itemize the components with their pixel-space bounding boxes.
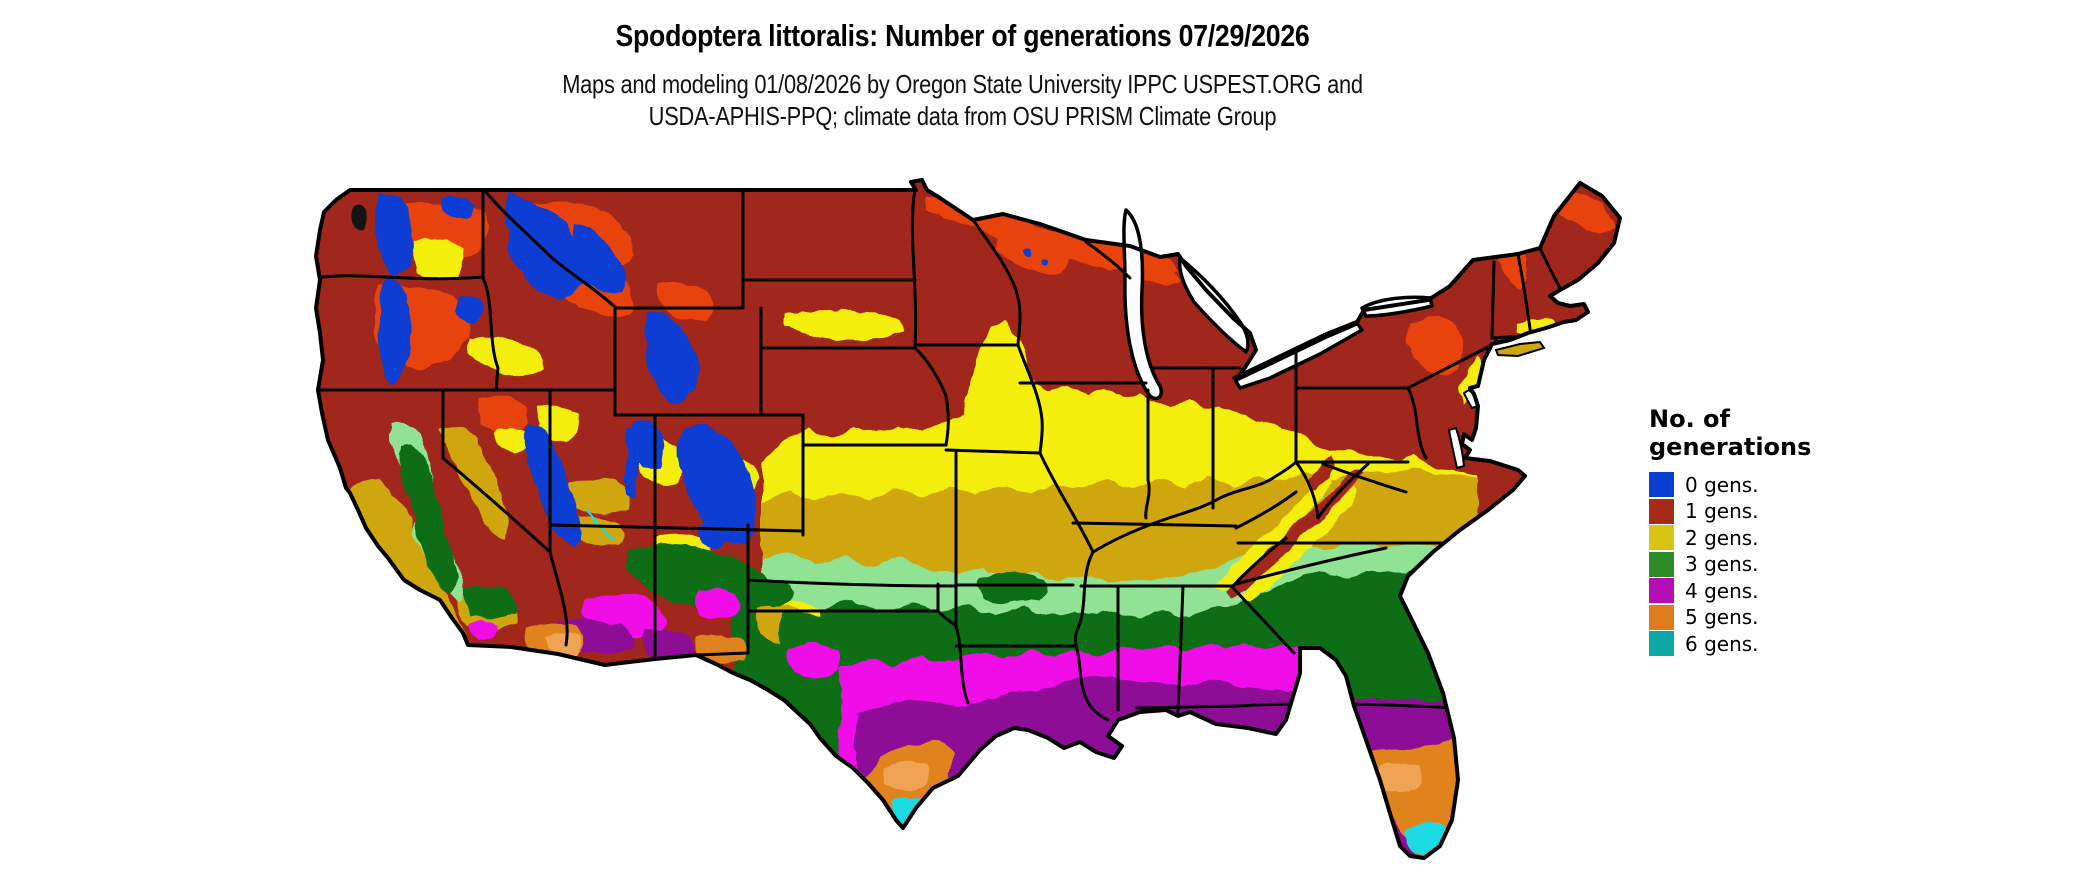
legend-item-4-gens: 4 gens. (1649, 578, 1869, 603)
legend-swatch-1-gens-icon (1649, 498, 1674, 524)
lake-michigan (1122, 208, 1163, 401)
legend-item-2-gens: 2 gens. (1649, 525, 1869, 550)
legend-item-6-gens: 6 gens. (1649, 631, 1869, 656)
legend-item-1-gens: 1 gens. (1649, 498, 1869, 524)
legend-swatch-4-gens-icon (1649, 578, 1674, 603)
legend-item-5-gens: 5 gens. (1649, 604, 1869, 630)
legend-swatch-6-gens-icon (1649, 631, 1674, 656)
legend: No. of generations 0 gens. 1 gens. 2 gen… (1649, 405, 1869, 658)
subtitle-line-1: Maps and modeling 01/08/2026 by Oregon S… (562, 69, 1363, 99)
legend-label: 3 gens. (1685, 552, 1759, 576)
long-island (1494, 340, 1546, 358)
legend-items: 0 gens. 1 gens. 2 gens. 3 gens. 4 gens. … (1649, 472, 1869, 656)
legend-swatch-2-gens-icon (1649, 525, 1674, 550)
legend-swatch-3-gens-icon (1649, 551, 1674, 577)
legend-label: 2 gens. (1685, 525, 1759, 550)
puget-sound (351, 204, 367, 231)
legend-swatch-0-gens-icon (1649, 472, 1674, 497)
page-title: Spodoptera littoralis: Number of generat… (615, 18, 1310, 53)
florida-keys (1356, 870, 1414, 884)
subtitle-line-2: USDA-APHIS-PPQ; climate data from OSU PR… (648, 101, 1277, 131)
map-raster (316, 180, 1620, 884)
legend-label: 5 gens. (1685, 605, 1759, 629)
legend-label: 1 gens. (1685, 499, 1759, 523)
legend-label: 0 gens. (1685, 472, 1759, 497)
us-generations-map (314, 178, 1622, 884)
band-cyan (892, 797, 1448, 856)
legend-item-3-gens: 3 gens. (1649, 551, 1869, 577)
chesapeake-bay (1448, 427, 1465, 469)
legend-title-line-2: generations (1649, 433, 1812, 461)
legend-label: 4 gens. (1685, 578, 1759, 603)
legend-label: 6 gens. (1685, 631, 1759, 656)
header: Spodoptera littoralis: Number of generat… (0, 0, 1925, 132)
state-borders (316, 188, 1566, 722)
legend-title: No. of generations (1649, 405, 1869, 461)
map-subtitle: Maps and modeling 01/08/2026 by Oregon S… (154, 68, 1771, 132)
map-container (228, 128, 1628, 890)
lake-erie (1232, 320, 1364, 390)
legend-item-0-gens: 0 gens. (1649, 472, 1869, 497)
legend-title-line-1: No. of (1649, 405, 1730, 433)
legend-swatch-5-gens-icon (1649, 604, 1674, 630)
